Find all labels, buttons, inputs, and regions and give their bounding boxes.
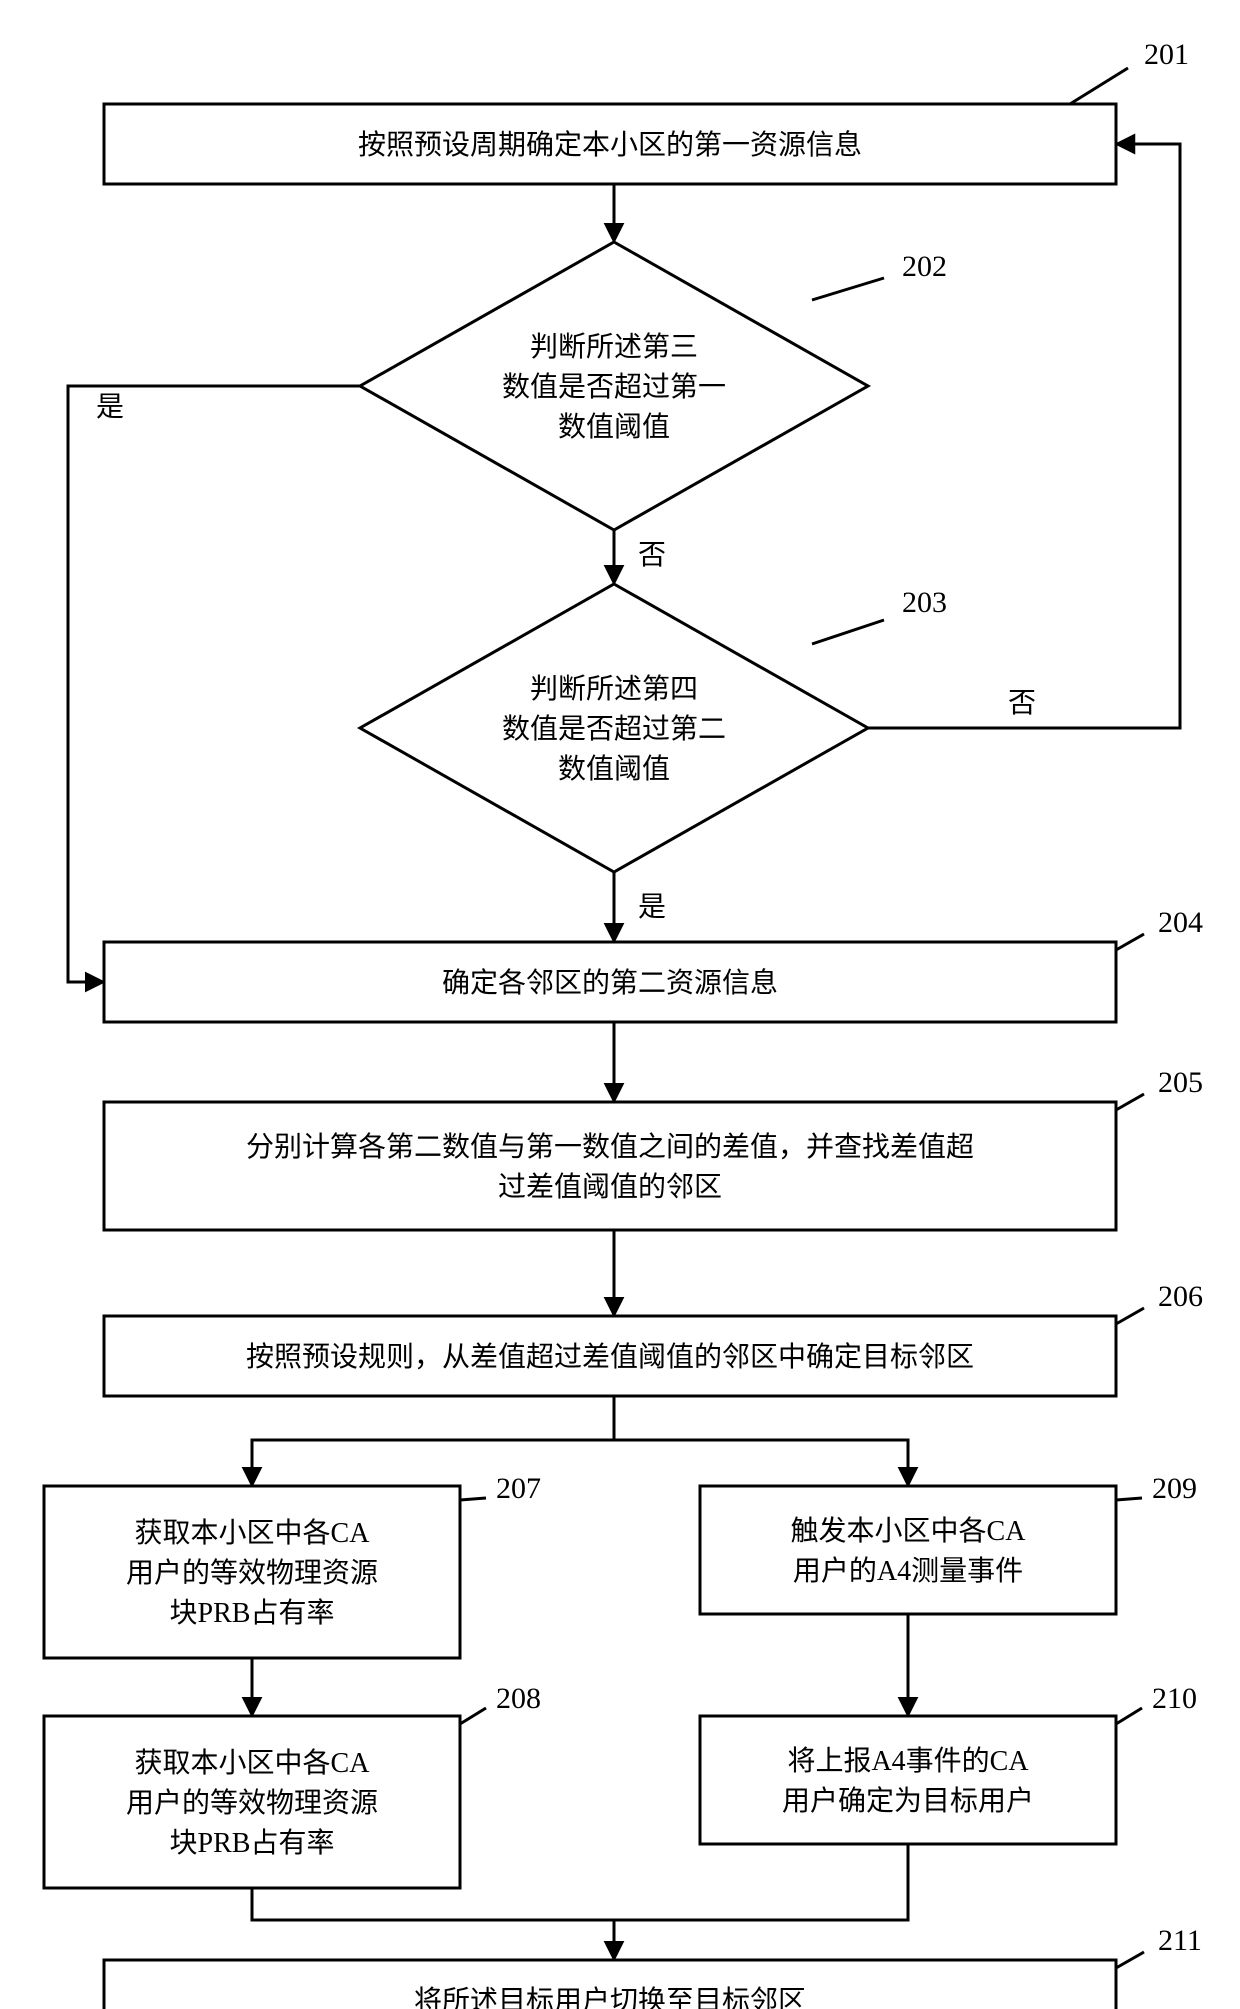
step-label-n208: 208 — [496, 1682, 541, 1715]
step-label-n202: 202 — [902, 250, 947, 283]
node-text-n208-1: 用户的等效物理资源 — [126, 1787, 378, 1819]
node-text-n205-0: 分别计算各第二数值与第一数值之间的差值，并查找差值超 — [246, 1131, 974, 1163]
node-n202: 判断所述第三数值是否超过第一数值阈值 202 — [360, 242, 947, 530]
edge-e13 — [614, 1844, 908, 1920]
edge-e12 — [252, 1888, 614, 1960]
edge-e5 — [868, 144, 1180, 728]
node-text-n208-0: 获取本小区中各CA — [135, 1747, 371, 1779]
node-text-n202-1: 数值是否超过第一 — [502, 371, 726, 403]
node-n204: 确定各邻区的第二资源信息 204 — [104, 906, 1203, 1022]
edge-e8 — [252, 1396, 614, 1486]
edge-e9 — [614, 1396, 908, 1486]
step-label-n206: 206 — [1158, 1280, 1203, 1313]
node-text-n207-2: 块PRB占有率 — [170, 1597, 335, 1629]
node-text-n202-2: 数值阈值 — [558, 411, 670, 443]
node-n209: 触发本小区中各CA 用户的A4测量事件 209 — [700, 1472, 1197, 1614]
node-n207: 获取本小区中各CA 用户的等效物理资源块PRB占有率 207 — [44, 1472, 541, 1658]
node-text-n207-0: 获取本小区中各CA — [135, 1517, 371, 1549]
step-label-n209: 209 — [1152, 1472, 1197, 1505]
node-n203: 判断所述第四数值是否超过第二数值阈值 203 — [360, 584, 947, 872]
step-label-n207: 207 — [496, 1472, 541, 1505]
edge-e3 — [68, 386, 360, 982]
leader-n203 — [812, 620, 884, 644]
node-text-n208-2: 块PRB占有率 — [170, 1827, 335, 1859]
edge-label-e3: 是 — [96, 392, 124, 423]
node-text-n207-1: 用户的等效物理资源 — [126, 1557, 378, 1589]
flowchart-canvas: 否是是否按照预设周期确定本小区的第一资源信息201判断所述第三数值是否超过第一数… — [0, 0, 1240, 2009]
node-n210: 将上报A4事件的CA 用户确定为目标用户 210 — [700, 1682, 1197, 1844]
node-text-n204-0: 确定各邻区的第二资源信息 — [442, 967, 778, 999]
node-n201: 按照预设周期确定本小区的第一资源信息 201 — [104, 38, 1189, 184]
leader-n210 — [1116, 1708, 1142, 1724]
node-text-n210-0: 将上报A4事件的CA — [787, 1745, 1029, 1777]
node-n205: 分别计算各第二数值与第一数值之间的差值，并查找差值超过差值阈值的邻区 205 — [104, 1066, 1203, 1230]
leader-n204 — [1116, 934, 1144, 950]
node-text-n203-0: 判断所述第四 — [530, 673, 698, 705]
edge-label-e4: 是 — [638, 892, 666, 923]
node-text-n209-1: 用户的A4测量事件 — [793, 1555, 1023, 1587]
node-n208: 获取本小区中各CA 用户的等效物理资源块PRB占有率 208 — [44, 1682, 541, 1888]
step-label-n203: 203 — [902, 586, 947, 619]
node-text-n206-0: 按照预设规则，从差值超过差值阈值的邻区中确定目标邻区 — [246, 1341, 974, 1373]
step-label-n201: 201 — [1144, 38, 1189, 71]
node-text-n209-0: 触发本小区中各CA — [791, 1515, 1027, 1547]
leader-n206 — [1116, 1308, 1144, 1324]
leader-n208 — [460, 1708, 486, 1724]
node-text-n203-1: 数值是否超过第二 — [502, 713, 726, 745]
leader-n202 — [812, 278, 884, 300]
node-n206: 按照预设规则，从差值超过差值阈值的邻区中确定目标邻区 206 — [104, 1280, 1203, 1396]
leader-n209 — [1116, 1498, 1142, 1500]
node-text-n210-1: 用户确定为目标用户 — [782, 1785, 1034, 1817]
leader-n205 — [1116, 1094, 1144, 1110]
node-text-n205-1: 过差值阈值的邻区 — [498, 1171, 722, 1203]
step-label-n210: 210 — [1152, 1682, 1197, 1715]
step-label-n211: 211 — [1158, 1924, 1202, 1957]
node-n211: 将所述目标用户切换至目标邻区 211 — [104, 1924, 1202, 2009]
leader-n207 — [460, 1498, 486, 1500]
node-text-n202-0: 判断所述第三 — [530, 331, 698, 363]
node-text-n211-0: 将所述目标用户切换至目标邻区 — [414, 1985, 806, 2009]
node-text-n203-2: 数值阈值 — [558, 753, 670, 785]
node-text-n201-0: 按照预设周期确定本小区的第一资源信息 — [358, 129, 862, 161]
leader-n211 — [1116, 1952, 1144, 1968]
leader-n201 — [1070, 68, 1128, 104]
edge-label-e2: 否 — [638, 540, 666, 571]
edge-label-e5: 否 — [1008, 688, 1036, 719]
step-label-n205: 205 — [1158, 1066, 1203, 1099]
step-label-n204: 204 — [1158, 906, 1203, 939]
